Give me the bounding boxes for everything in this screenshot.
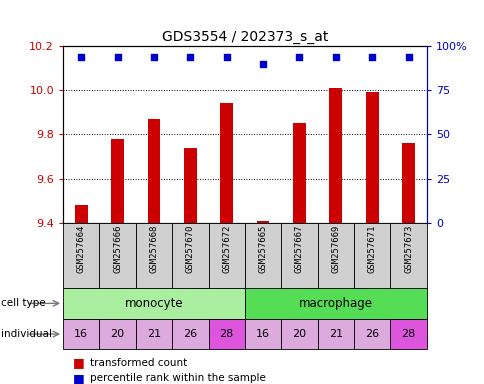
- Text: 28: 28: [401, 329, 415, 339]
- Bar: [365, 93, 378, 223]
- Bar: [63, 288, 244, 319]
- Text: 16: 16: [74, 329, 88, 339]
- Bar: [220, 104, 233, 223]
- Point: [258, 61, 266, 67]
- Bar: [111, 139, 124, 223]
- Bar: [292, 123, 305, 223]
- Text: 26: 26: [183, 329, 197, 339]
- Point: [186, 54, 194, 60]
- Text: monocyte: monocyte: [124, 297, 183, 310]
- Text: 21: 21: [328, 329, 342, 339]
- Text: cell type: cell type: [1, 298, 45, 308]
- Point: [368, 54, 376, 60]
- Text: transformed count: transformed count: [90, 358, 187, 368]
- Text: GSM257671: GSM257671: [367, 225, 376, 273]
- Bar: [208, 319, 244, 349]
- Bar: [63, 319, 99, 349]
- Bar: [244, 223, 281, 288]
- Bar: [172, 223, 208, 288]
- Bar: [317, 223, 353, 288]
- Point: [404, 54, 411, 60]
- Text: GSM257669: GSM257669: [331, 225, 340, 273]
- Point: [295, 54, 303, 60]
- Text: percentile rank within the sample: percentile rank within the sample: [90, 373, 265, 383]
- Text: macrophage: macrophage: [298, 297, 372, 310]
- Bar: [353, 319, 390, 349]
- Text: individual: individual: [1, 329, 52, 339]
- Text: GSM257666: GSM257666: [113, 225, 122, 273]
- Text: GSM257665: GSM257665: [258, 225, 267, 273]
- Point: [150, 54, 157, 60]
- Text: 28: 28: [219, 329, 233, 339]
- Text: 20: 20: [292, 329, 306, 339]
- Text: GSM257673: GSM257673: [403, 225, 412, 273]
- Text: GSM257668: GSM257668: [149, 225, 158, 273]
- Text: GSM257672: GSM257672: [222, 225, 231, 273]
- Point: [77, 54, 85, 60]
- Text: 20: 20: [110, 329, 124, 339]
- Text: GSM257664: GSM257664: [76, 225, 86, 273]
- Bar: [208, 223, 244, 288]
- Bar: [244, 288, 426, 319]
- Bar: [256, 220, 269, 223]
- Bar: [183, 147, 197, 223]
- Bar: [136, 319, 172, 349]
- Bar: [281, 223, 317, 288]
- Title: GDS3554 / 202373_s_at: GDS3554 / 202373_s_at: [161, 30, 328, 44]
- Bar: [353, 223, 390, 288]
- Text: 21: 21: [147, 329, 161, 339]
- Bar: [281, 319, 317, 349]
- Bar: [317, 319, 353, 349]
- Bar: [99, 319, 136, 349]
- Point: [331, 54, 339, 60]
- Bar: [390, 223, 426, 288]
- Text: ■: ■: [73, 356, 84, 369]
- Bar: [244, 319, 281, 349]
- Text: 16: 16: [256, 329, 270, 339]
- Bar: [401, 143, 414, 223]
- Bar: [329, 88, 342, 223]
- Bar: [136, 223, 172, 288]
- Point: [222, 54, 230, 60]
- Text: 26: 26: [364, 329, 378, 339]
- Text: ■: ■: [73, 372, 84, 384]
- Point: [113, 54, 121, 60]
- Bar: [172, 319, 208, 349]
- Bar: [99, 223, 136, 288]
- Bar: [147, 119, 160, 223]
- Text: GSM257670: GSM257670: [185, 225, 195, 273]
- Bar: [63, 223, 99, 288]
- Bar: [75, 205, 88, 223]
- Bar: [390, 319, 426, 349]
- Text: GSM257667: GSM257667: [294, 225, 303, 273]
